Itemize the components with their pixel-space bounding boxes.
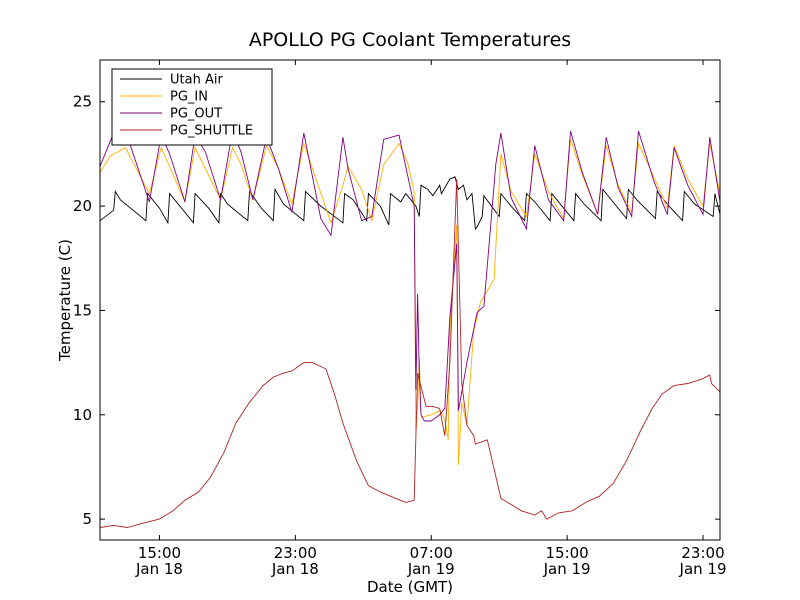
- legend-label: PG_IN: [170, 90, 208, 105]
- x-tick-label-time: 07:00: [410, 544, 453, 562]
- y-tick-label: 15: [73, 301, 92, 319]
- y-tick-label: 10: [73, 406, 92, 424]
- x-axis-label: Date (GMT): [367, 578, 453, 596]
- legend-label: PG_SHUTTLE: [170, 124, 253, 139]
- y-tick-label: 25: [73, 93, 92, 111]
- legend-label: PG_OUT: [170, 107, 222, 122]
- y-axis-ticks: 5 10 15 20 25: [73, 93, 720, 528]
- x-tick-label-time: 15:00: [546, 544, 589, 562]
- legend: Utah Air PG_IN PG_OUT PG_SHUTTLE: [111, 68, 273, 146]
- series-layer: [99, 129, 721, 528]
- y-axis-label: Temperature (C): [56, 239, 74, 362]
- x-tick-label-date: Jan 18: [271, 560, 319, 578]
- legend-label: Utah Air: [170, 73, 223, 88]
- series-line-utah-air: [99, 176, 721, 231]
- x-tick-label-date: Jan 18: [135, 560, 183, 578]
- y-tick-label: 5: [82, 510, 92, 528]
- x-tick-label-time: 15:00: [138, 544, 181, 562]
- x-tick-label-time: 23:00: [274, 544, 317, 562]
- series-line-pg-in: [99, 139, 721, 465]
- chart-title: APOLLO PG Coolant Temperatures: [249, 29, 571, 51]
- x-tick-label-date: Jan 19: [543, 560, 591, 578]
- x-tick-label-date: Jan 19: [679, 560, 727, 578]
- x-tick-label-time: 23:00: [681, 544, 724, 562]
- y-tick-label: 20: [73, 197, 92, 215]
- x-tick-label-date: Jan 19: [407, 560, 455, 578]
- legend-box: [111, 68, 273, 146]
- series-line-pg-shuttle: [99, 178, 721, 528]
- plot-frame: [99, 59, 721, 541]
